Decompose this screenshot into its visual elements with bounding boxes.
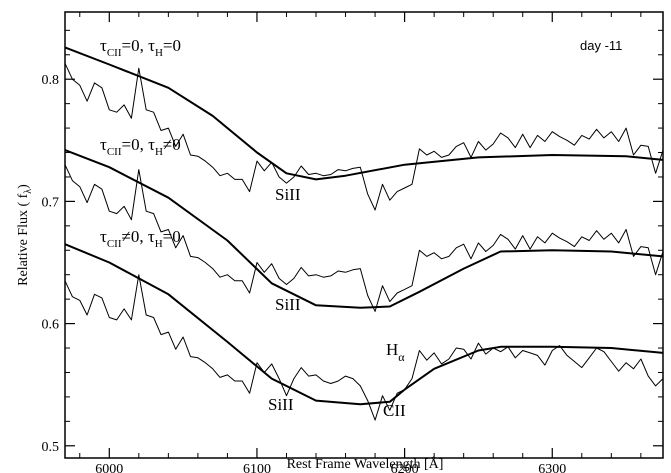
label-mid: τCII=0, τH≠0 (100, 135, 181, 158)
plot-frame (64, 11, 664, 459)
label-top: τCII=0, τH=0 (100, 36, 181, 59)
siii-label-mid: SiII (275, 295, 301, 314)
observed-spectrum-line (64, 274, 664, 421)
series-layer (64, 46, 664, 421)
model-spectrum-line (64, 46, 664, 181)
x-tick-label: 6000 (95, 462, 123, 473)
epoch-label: day -11 (580, 38, 622, 53)
y-axis-label: Relative Flux ( fλ) (16, 184, 34, 286)
halpha-label: Hα (386, 340, 405, 364)
y-tick-label: 0.8 (42, 73, 60, 88)
cii-label: CII (383, 401, 406, 420)
y-tick-label: 0.5 (42, 440, 60, 455)
y-tick-label: 0.7 (42, 195, 60, 210)
y-tick-label: 0.6 (42, 318, 60, 333)
tick-layer: 6000 6100 6200 6300 0.5 0.6 0.7 0.8 (42, 12, 663, 473)
model-spectrum-line (64, 243, 664, 406)
x-tick-label: 6200 (391, 462, 419, 473)
x-tick-label: 6300 (538, 462, 566, 473)
label-bot: τCII≠0, τH=0 (100, 227, 181, 250)
siii-label-top: SiII (275, 185, 301, 204)
siii-label-bot: SiII (268, 395, 294, 414)
x-tick-label: 6100 (243, 462, 271, 473)
observed-spectrum-line (64, 164, 664, 312)
observed-spectrum-line (64, 63, 664, 211)
model-spectrum-line (64, 149, 664, 309)
x-axis-label: Rest Frame Wavelength [Å] (287, 456, 444, 472)
